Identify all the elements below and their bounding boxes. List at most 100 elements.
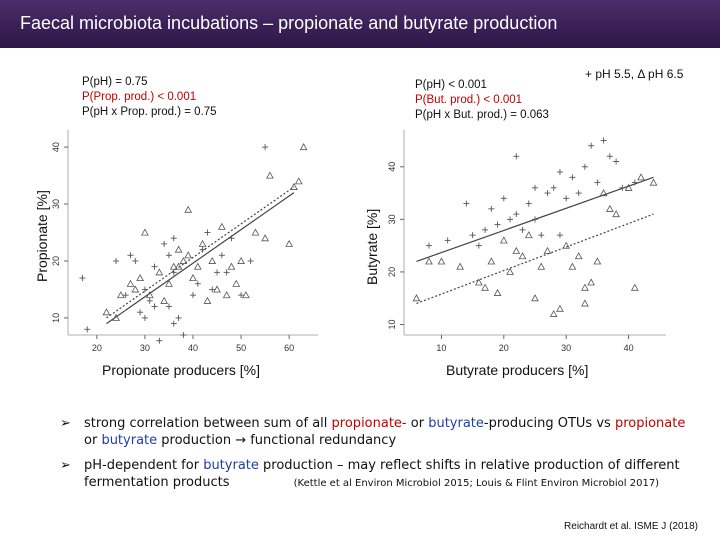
triangle-marker	[518, 252, 527, 260]
plus-marker	[194, 280, 201, 287]
plus-marker	[475, 242, 482, 249]
triangle-marker	[581, 299, 589, 307]
butyrate-scatter-plot: 10 20 30 40 10 20 30 40	[387, 130, 666, 353]
plus-marker	[209, 286, 216, 293]
y-tick-label: 40	[387, 162, 397, 172]
right-x-axis-label: Butyrate producers [%]	[446, 362, 589, 378]
plus-marker	[151, 303, 158, 310]
right-stat-interaction: P(pH x But. prod.) = 0.063	[415, 109, 549, 121]
bullet-segment: butyrate	[428, 416, 484, 431]
triangle-marker	[543, 246, 552, 254]
x-tick-label: 40	[188, 343, 198, 353]
triangle-marker	[437, 257, 446, 265]
triangle-marker	[174, 245, 183, 253]
plus-marker	[469, 232, 476, 239]
triangle-marker	[587, 278, 596, 286]
bullet-segment: propionate	[614, 416, 686, 431]
x-tick-label: 50	[236, 343, 246, 353]
triangle-marker	[136, 274, 144, 282]
triangle-marker	[506, 267, 514, 275]
plus-marker	[494, 221, 501, 228]
triangle-marker	[630, 283, 639, 291]
triangle-marker	[131, 285, 140, 293]
left-stat-ph: P(pH) = 0.75	[82, 76, 148, 88]
plus-marker	[199, 246, 206, 253]
triangle-marker	[251, 228, 260, 236]
triangle-marker	[290, 182, 298, 190]
plus-marker	[563, 195, 570, 202]
y-tick-label: 30	[387, 214, 397, 224]
plus-marker	[247, 257, 254, 264]
bullet-segment: strong correlation between sum of all	[84, 416, 332, 431]
triangle-marker	[261, 234, 269, 242]
arrow-bullet-icon: ➢	[60, 416, 71, 431]
triangle-marker	[637, 173, 645, 181]
bullet-segment: propionate-	[331, 416, 407, 431]
plus-marker	[532, 216, 538, 223]
plus-marker	[223, 269, 230, 276]
bullet-list: ➢ strong correlation between sum of all …	[60, 415, 700, 500]
triangle-marker	[512, 246, 521, 254]
arrow-bullet-icon: ➢	[60, 458, 71, 473]
plus-marker	[519, 226, 526, 233]
triangle-marker	[227, 262, 236, 270]
triangle-marker	[102, 308, 111, 316]
y-tick-label: 10	[51, 313, 61, 323]
right-stats: P(pH) < 0.001 P(But. prod.) < 0.001 P(pH…	[415, 78, 549, 123]
plus-marker	[488, 205, 495, 212]
triangle-marker	[217, 222, 226, 230]
plus-marker	[165, 303, 172, 310]
legend: + pH 5.5, Δ pH 6.5	[585, 67, 684, 81]
bullet-text: pH-dependent for butyrate production – m…	[84, 458, 680, 490]
plus-marker	[141, 286, 148, 293]
plus-marker	[170, 269, 177, 276]
x-tick-label: 20	[92, 343, 102, 353]
triangle-marker	[126, 279, 135, 287]
y-tick-label: 20	[51, 256, 61, 266]
bullet-segment: -producing OTUs vs	[483, 416, 615, 431]
citation: Reichardt et al. ISME J (2018)	[564, 521, 698, 532]
triangle-marker	[169, 262, 178, 270]
regression-line	[106, 186, 295, 319]
plus-marker	[165, 252, 172, 259]
plus-marker	[463, 200, 470, 207]
slide-title: Faecal microbiota incubations – propiona…	[20, 13, 558, 33]
bullet-segment: or	[84, 433, 102, 448]
x-tick-label: 30	[561, 343, 571, 353]
triangle-marker	[165, 279, 173, 287]
plus-marker	[513, 211, 520, 218]
triangle-marker	[266, 171, 274, 179]
triangle-marker	[145, 291, 154, 299]
left-stat-interaction: P(pH x Prop. prod.) = 0.75	[82, 106, 217, 118]
triangle-marker	[556, 304, 564, 312]
bullet-segment: production – may reflect shifts in relat…	[84, 458, 680, 490]
triangle-marker	[285, 239, 294, 247]
x-tick-label: 20	[499, 343, 509, 353]
plus-marker	[161, 240, 168, 247]
plus-marker	[544, 190, 551, 197]
plus-marker	[532, 184, 538, 191]
plus-marker	[156, 337, 163, 344]
triangle-marker	[155, 268, 164, 276]
left-stats: P(pH) = 0.75 P(Prop. prod.) < 0.001 P(pH…	[82, 75, 217, 120]
plus-marker	[569, 174, 576, 181]
plus-marker	[175, 314, 182, 321]
plus-marker	[190, 292, 196, 299]
bullet-segment: production → functional redundancy	[157, 433, 397, 448]
plus-marker	[556, 169, 563, 176]
plus-marker	[613, 158, 620, 165]
triangle-marker	[237, 256, 245, 264]
bullet-segment: butyrate	[203, 458, 259, 473]
plus-marker	[214, 269, 221, 276]
plus-marker	[146, 297, 153, 304]
plus-marker	[444, 237, 451, 244]
plus-marker	[79, 275, 86, 282]
triangle-marker	[537, 262, 546, 270]
right-stat-ph: P(pH) < 0.001	[415, 79, 487, 91]
plus-marker	[113, 257, 120, 264]
y-tick-label: 20	[387, 267, 397, 277]
triangle-marker	[193, 262, 202, 270]
triangle-marker	[242, 291, 250, 299]
triangle-marker	[487, 257, 496, 265]
plus-marker	[500, 195, 507, 202]
